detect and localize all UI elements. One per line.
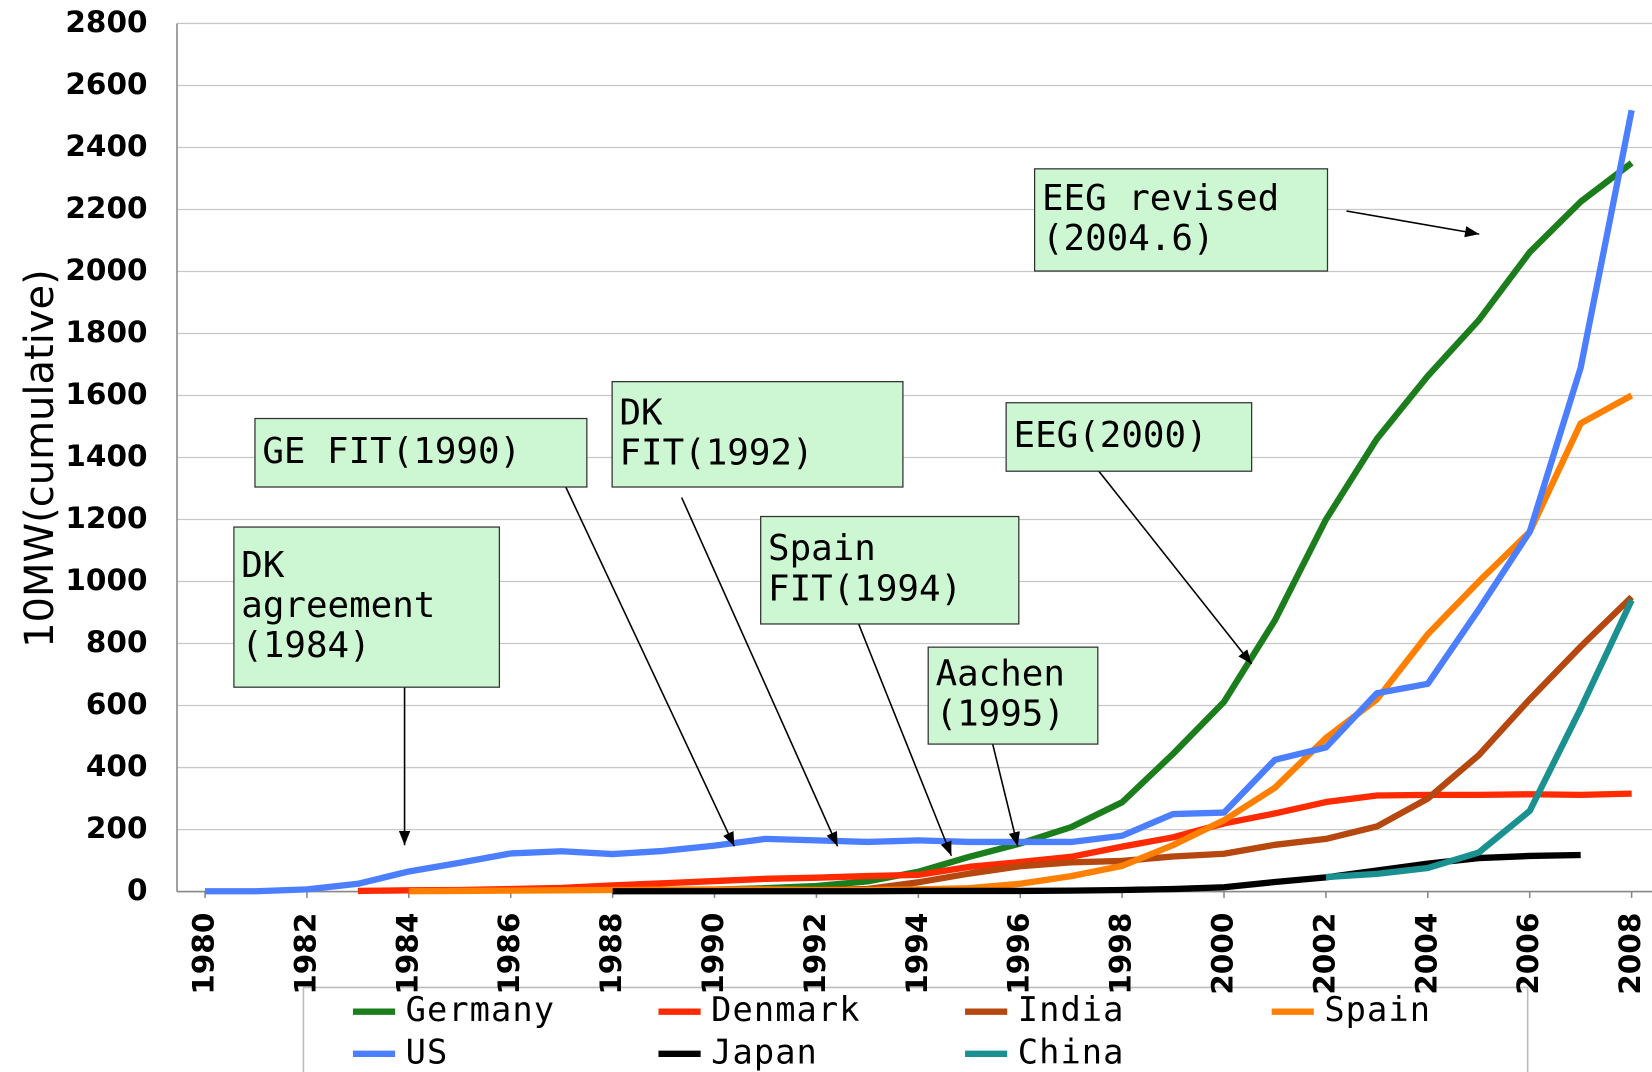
annotation-box: [233, 526, 501, 688]
annotation-text: DK: [241, 545, 285, 586]
annotation-text: Spain: [768, 528, 876, 569]
annotation-box: [254, 417, 588, 488]
annotation-text: DK: [620, 392, 664, 433]
x-tick-label: 1984: [390, 913, 424, 995]
y-tick-label: 1000: [65, 563, 147, 597]
x-tick-label: 2000: [1206, 913, 1240, 995]
legend-label: US: [406, 1032, 449, 1071]
annotation-arrow: [680, 497, 839, 847]
x-tick-label: 1982: [288, 913, 322, 995]
annotation-text: EEG(2000): [1014, 415, 1208, 456]
legend-label: Japan: [711, 1032, 818, 1071]
legend-entries: Germany Denmark India Spain US Japan China: [352, 990, 1431, 1071]
y-tick-label: 2600: [65, 67, 147, 101]
legend-label: Denmark: [711, 990, 860, 1029]
x-tick-label: 1996: [1002, 913, 1036, 995]
annotation-text: (1984): [241, 625, 370, 666]
x-tick-label: 1986: [492, 913, 526, 995]
y-tick-label: 1800: [65, 315, 147, 349]
y-tick-label: 1600: [65, 377, 147, 411]
annotation-box: [927, 646, 1099, 745]
annotation-arrow: [989, 734, 1020, 847]
legend: [302, 986, 1529, 1072]
x-tick-label: 2006: [1511, 913, 1545, 995]
series-line: [1325, 598, 1635, 881]
y-tick-label: 2800: [65, 5, 147, 39]
annotation-text: FIT(1992): [620, 432, 814, 473]
lines: [205, 109, 1635, 895]
y-tick-label: 2200: [65, 191, 147, 225]
x-tick-label: 1990: [696, 913, 730, 995]
x-tick-label: 2008: [1613, 913, 1647, 995]
annotation-arrow: [1098, 470, 1253, 665]
annotation-text: (2004.6): [1042, 218, 1214, 259]
annotation-arrow: [565, 486, 736, 847]
x-tick-label: 1998: [1104, 913, 1138, 995]
legend-label: Spain: [1324, 990, 1431, 1029]
y-tick-label: 200: [86, 811, 148, 845]
annotation-arrow: [1346, 210, 1480, 238]
annotation-box: [611, 381, 904, 488]
legend-label: India: [1018, 990, 1125, 1029]
x-tick-label: 2002: [1307, 913, 1341, 995]
x-tick-label: 1992: [798, 913, 832, 995]
y-tick-label: 800: [86, 625, 148, 659]
annotation-box: [1033, 168, 1329, 272]
y-axis-label: 10MW(cumulative): [17, 269, 63, 648]
y-tick-label: 0: [127, 873, 148, 907]
annotation-text: Aachen: [936, 654, 1065, 695]
annotation-arrow: [857, 623, 953, 857]
x-tick-label: 2004: [1409, 913, 1443, 995]
x-tick-label: 1988: [594, 913, 628, 995]
annotation-box: [1005, 402, 1253, 472]
annotation-text: EEG revised: [1042, 178, 1279, 219]
series-line: [205, 109, 1635, 895]
y-tick-label: 2000: [65, 253, 147, 287]
y-tick-label: 2400: [65, 129, 147, 163]
series-line: [612, 851, 1581, 895]
x-tick-label: 1980: [187, 913, 221, 995]
annotation-text: GE FIT(1990): [262, 431, 521, 472]
legend-label: China: [1018, 1032, 1125, 1071]
annotation-box: [760, 515, 1020, 625]
annotation-text: agreement: [241, 585, 435, 626]
y-tick-label: 600: [86, 687, 148, 721]
annotation-text: (1995): [936, 694, 1065, 735]
y-tick-label: 1400: [65, 439, 147, 473]
annotation-text: FIT(1994): [768, 568, 962, 609]
legend-label: Germany: [406, 990, 555, 1029]
x-tick-label: 1994: [900, 913, 934, 995]
y-tick-label: 1200: [65, 501, 147, 535]
y-tick-label: 400: [86, 749, 148, 783]
